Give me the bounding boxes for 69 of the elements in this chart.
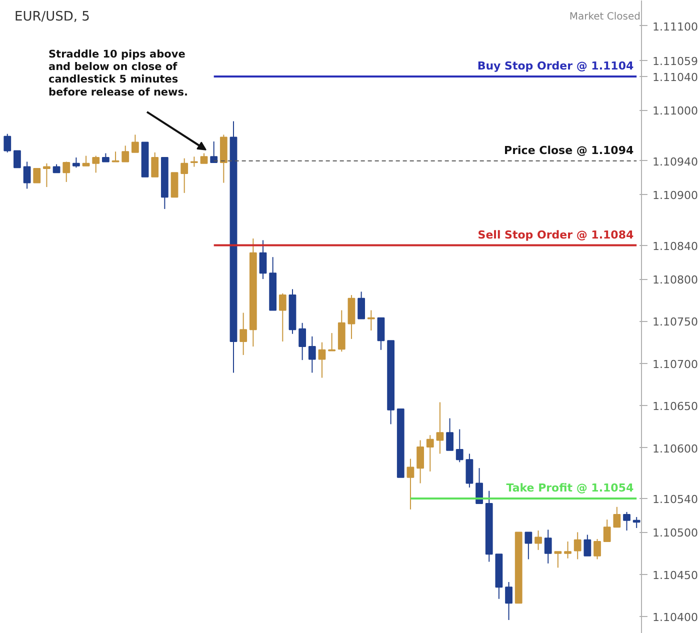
candlestick [259, 240, 267, 280]
y-tick-label: 1.11000 [652, 104, 698, 118]
y-tick-label: 1.10750 [652, 316, 698, 329]
candlestick [544, 529, 552, 564]
candlestick [318, 342, 326, 378]
candlestick [151, 152, 159, 178]
candlestick [131, 134, 139, 153]
y-tick-label: 1.10800 [652, 274, 698, 287]
series-label: Take Profit @ 1.1054 [506, 481, 634, 494]
y-tick-label: 1.10500 [652, 526, 698, 540]
candlestick [594, 538, 601, 560]
candlestick [456, 428, 464, 463]
candlestick [82, 155, 90, 166]
candlestick [358, 291, 366, 320]
y-tick-label: 1.10900 [652, 189, 698, 202]
candlestick [122, 145, 130, 162]
y-tick-label: 1.11040 [652, 70, 698, 84]
y-tick-label: 1.10940 [652, 155, 698, 168]
annotation: Market Closed [569, 12, 641, 22]
candlestick [603, 519, 611, 542]
y-tick-label: 1.10450 [652, 568, 698, 582]
candlestick [23, 161, 31, 190]
candlestick [613, 506, 621, 528]
candlestick [476, 468, 483, 504]
candlestick [308, 336, 316, 374]
candlestick [4, 133, 12, 153]
candlestick [564, 541, 572, 559]
text: EUR/USD, 5 [14, 10, 90, 24]
y-tick-label: 1.10600 [652, 442, 698, 456]
candlestick [92, 155, 100, 174]
candlestick [240, 312, 248, 356]
annotation: Straddle 10 pips above and below on close of candlestick 5 minutes before release of news. [48, 48, 188, 98]
y-tick-label: 1.10650 [652, 400, 698, 414]
candlestick [446, 418, 454, 451]
candlestick [554, 551, 562, 568]
candlestick [33, 168, 41, 184]
candlestick [406, 458, 414, 510]
candlestick [524, 532, 532, 560]
y-tick-label: 1.10840 [652, 240, 698, 253]
candlestick [436, 402, 444, 454]
series-label: Price Close @ 1.1094 [504, 144, 634, 157]
series-label: Sell Stop Order @ 1.1084 [478, 228, 634, 242]
candlestick [72, 156, 80, 168]
candlestick [584, 534, 592, 556]
candlestick [328, 332, 336, 352]
candlestick [534, 530, 542, 550]
candlestick [632, 516, 640, 528]
y-tick-label: 1.10700 [652, 358, 698, 371]
candlestick [574, 532, 582, 560]
y-tick-label: 1.11059 [652, 54, 698, 68]
candlestick [200, 152, 208, 164]
candlestick [505, 582, 512, 620]
candlestick [180, 158, 188, 194]
candlestick [43, 162, 50, 188]
candlestick [14, 150, 21, 168]
candlestick [623, 511, 630, 532]
candlestick [426, 434, 434, 472]
candlestick [466, 453, 474, 488]
y-tick-label: 1.11100 [652, 20, 698, 34]
candlestick [298, 322, 306, 361]
candlestick [190, 156, 198, 168]
candlestick [62, 161, 70, 182]
candlestick [416, 440, 424, 484]
candlestick [377, 317, 385, 350]
candlestick [278, 292, 286, 342]
y-tick-label: 1.10540 [652, 492, 698, 506]
series-label: Buy Stop Order @ 1.1104 [477, 59, 634, 72]
y-tick-label: 1.10400 [652, 611, 698, 624]
candlestick [210, 140, 218, 164]
